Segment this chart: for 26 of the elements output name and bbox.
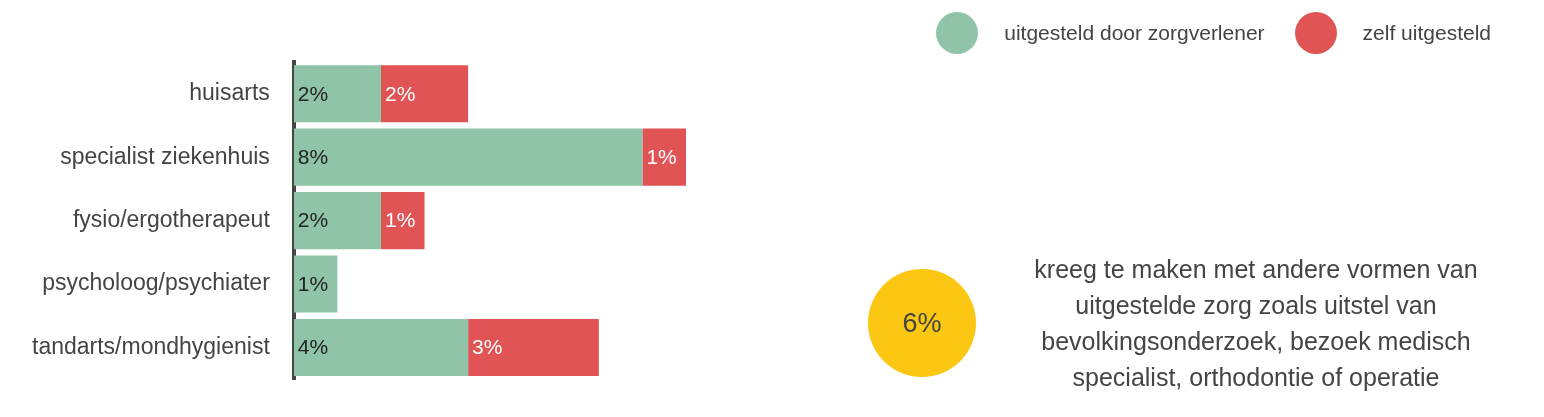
- data-label: 8%: [297, 144, 329, 168]
- bar: [293, 128, 643, 186]
- data-label: 2%: [384, 81, 416, 105]
- bar: [293, 192, 381, 250]
- data-label: 2%: [297, 81, 329, 105]
- data-label: 4%: [297, 335, 329, 359]
- data-label: 1%: [646, 144, 677, 168]
- data-label: 3%: [472, 335, 503, 359]
- y-tick-label: tandarts/mondhygienist: [31, 332, 271, 359]
- bar: [468, 318, 599, 377]
- y-tick-label: huisarts: [189, 79, 270, 106]
- y-tick-label: fysio/ergotherapeut: [72, 205, 271, 232]
- y-tick-label: psycholoog/psychiater: [42, 269, 271, 296]
- bar: [293, 255, 338, 313]
- y-tick-label: specialist ziekenhuis: [60, 142, 270, 169]
- text: kreeg te maken met andere vormen van uitgestelde zorg zoals uitstel van bevolkingsonderzoek, bezoek medisch specialist, orthodontie of operatie: [1033, 254, 1479, 393]
- data-label: 2%: [297, 208, 329, 232]
- bar: [293, 318, 469, 377]
- data-label: 1%: [384, 208, 416, 232]
- data-label: 1%: [297, 271, 329, 295]
- legend-label: zelf uitgesteld: [1362, 21, 1491, 45]
- bar: [642, 128, 686, 186]
- bar: [293, 65, 381, 123]
- legend-label: uitgesteld door zorgverlener: [1004, 21, 1265, 45]
- bar: [380, 192, 425, 250]
- bar: [380, 65, 469, 123]
